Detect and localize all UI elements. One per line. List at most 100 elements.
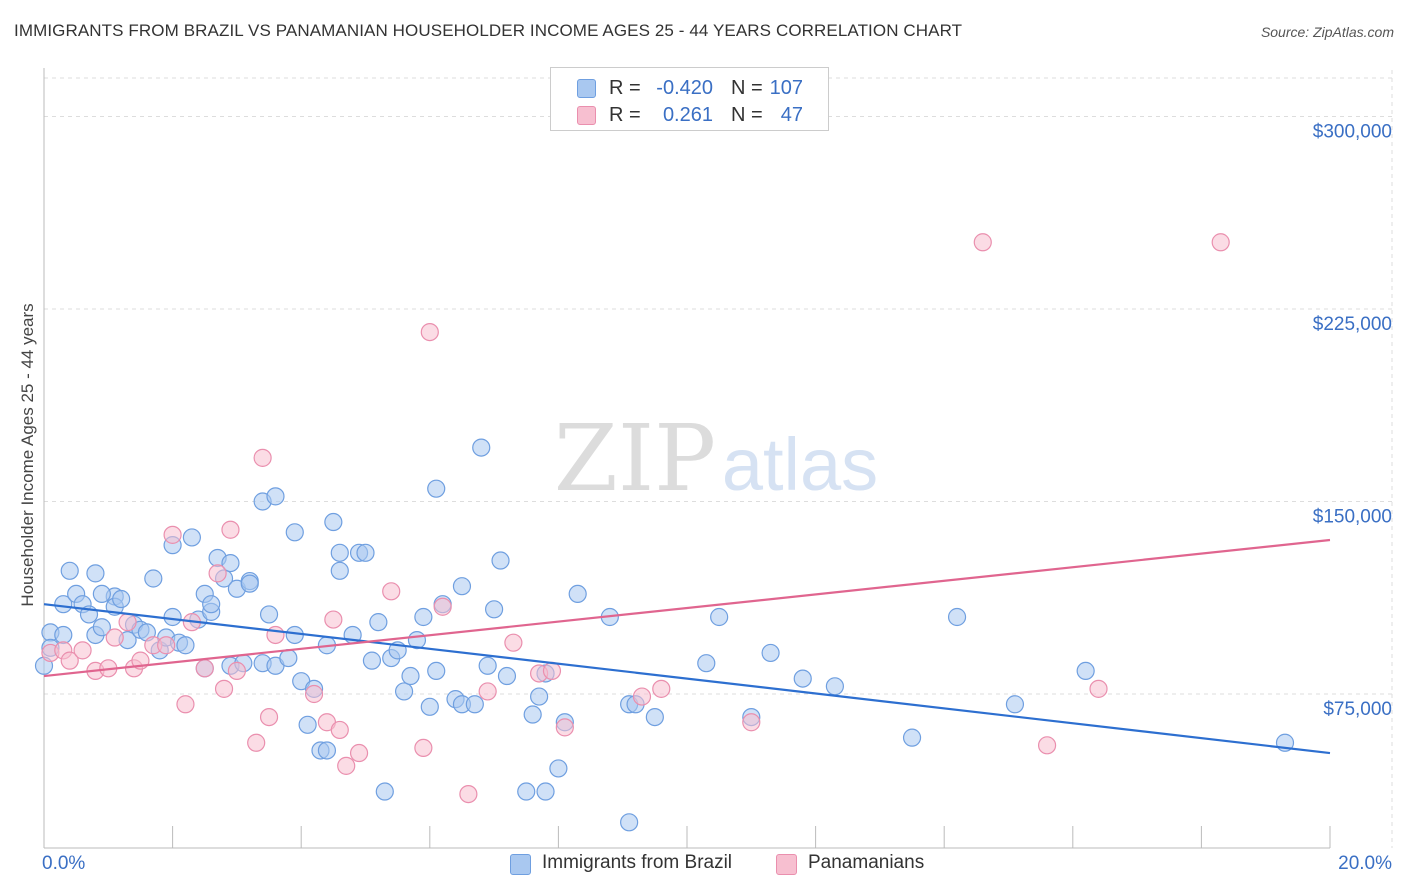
- brazil-point: [549, 759, 568, 778]
- panamanians-point: [259, 707, 279, 727]
- brazil-point: [947, 607, 967, 627]
- panamanians-point: [247, 733, 266, 752]
- brazil-legend-swatch: [510, 854, 531, 875]
- brazil-point: [330, 543, 349, 562]
- panamanians-point: [652, 679, 671, 698]
- brazil-point: [86, 564, 105, 583]
- panamanians-point: [176, 695, 195, 714]
- brazil-point: [793, 669, 812, 688]
- brazil-point: [530, 687, 549, 706]
- x-tick-label: 0.0%: [42, 853, 85, 874]
- brazil-point: [761, 643, 780, 663]
- stats-legend-row-panamanians: R = 0.261 N = 47: [551, 102, 828, 130]
- panamanians-point: [60, 651, 79, 670]
- brazil-point: [92, 618, 111, 637]
- brazil-point: [259, 605, 279, 624]
- panamanians-point: [157, 636, 176, 655]
- panamanians-point: [105, 628, 124, 647]
- n-label: N =: [731, 77, 763, 99]
- panamanians-point: [221, 520, 240, 539]
- brazil-point: [176, 636, 195, 655]
- brazil-point: [491, 551, 510, 570]
- panamanians-point: [459, 784, 478, 804]
- panamanians-point: [1089, 679, 1108, 698]
- r-value: -0.420: [656, 77, 713, 99]
- brazil-point: [1076, 661, 1095, 681]
- brazil-point: [465, 695, 484, 714]
- brazil-point: [54, 625, 73, 645]
- brazil-point: [485, 600, 504, 619]
- panamanians-point: [227, 661, 246, 681]
- y-tick-label: $225,000: [1313, 314, 1392, 335]
- brazil-point: [497, 666, 517, 686]
- panamanians-point: [118, 613, 137, 632]
- panamanians-point: [973, 233, 992, 252]
- panamanians-point: [555, 718, 574, 737]
- brazil-point: [517, 782, 536, 801]
- panamanians-point: [433, 597, 452, 616]
- brazil-point: [620, 813, 639, 832]
- brazil-point: [902, 728, 922, 747]
- panamanians-point: [163, 525, 182, 544]
- panamanians-point: [504, 633, 523, 652]
- panamanians-point: [195, 659, 214, 678]
- n-label: N =: [731, 104, 763, 126]
- brazil-point: [279, 648, 298, 668]
- panamanians-point: [632, 687, 652, 706]
- brazil-point: [710, 607, 729, 627]
- panamanians-point: [478, 682, 497, 701]
- brazil-point: [645, 707, 664, 727]
- brazil-point: [401, 666, 420, 686]
- panamanians-point: [266, 625, 285, 645]
- brazil-point: [420, 697, 439, 716]
- panamanians-point: [304, 684, 324, 704]
- stats-legend: R = -0.420 N = 107 R = 0.261 N = 47: [550, 67, 829, 131]
- brazil-point: [427, 479, 446, 498]
- brazil-point: [112, 589, 131, 609]
- brazil-point: [285, 523, 304, 542]
- panamanians-trend-line: [43, 538, 1331, 678]
- panamanians-point: [73, 641, 92, 660]
- brazil-point: [523, 705, 542, 724]
- y-axis-label: Householder Income Ages 25 - 44 years: [18, 303, 37, 606]
- brazil-trend-line: [43, 603, 1331, 755]
- x-tick-label: 20.0%: [1338, 853, 1392, 874]
- brazil-point: [414, 607, 433, 627]
- panamanians-point: [1037, 736, 1057, 755]
- brazil-point: [1005, 695, 1025, 714]
- brazil-point: [478, 656, 497, 675]
- brazil-point: [60, 561, 79, 580]
- chart-title: IMMIGRANTS FROM BRAZIL VS PANAMANIAN HOU…: [14, 21, 963, 40]
- r-value: 0.261: [662, 104, 713, 126]
- brazil-point: [298, 715, 317, 734]
- brazil-point: [369, 613, 388, 632]
- watermark-zip: ZIP: [554, 405, 716, 512]
- panamanians-point: [337, 756, 356, 775]
- y-tick-label: $75,000: [1323, 699, 1392, 720]
- n-value: 107: [769, 77, 803, 99]
- y-tick-label: $150,000: [1313, 507, 1392, 528]
- panamanians-point: [324, 610, 343, 629]
- brazil-point: [568, 584, 587, 604]
- brazil-legend-label: Immigrants from Brazil: [542, 852, 733, 873]
- brazil-point: [825, 677, 844, 696]
- brazil-point: [144, 569, 163, 588]
- panamanians-point: [742, 713, 761, 732]
- brazil-point: [163, 607, 182, 627]
- panamanians-legend-label: Panamanians: [808, 852, 925, 873]
- brazil-point: [356, 543, 375, 562]
- brazil-point: [427, 661, 446, 681]
- n-value: 47: [780, 104, 803, 126]
- panamanians-point: [253, 448, 272, 467]
- brazil-point: [202, 595, 221, 614]
- brazil-point: [394, 682, 414, 701]
- brazil-swatch: [577, 79, 596, 98]
- brazil-point: [472, 438, 491, 457]
- brazil-point: [317, 741, 337, 760]
- brazil-point: [266, 487, 285, 506]
- brazil-point: [240, 574, 259, 593]
- brazil-point: [92, 584, 111, 604]
- brazil-point: [362, 651, 382, 670]
- panamanians-legend-swatch: [776, 854, 797, 875]
